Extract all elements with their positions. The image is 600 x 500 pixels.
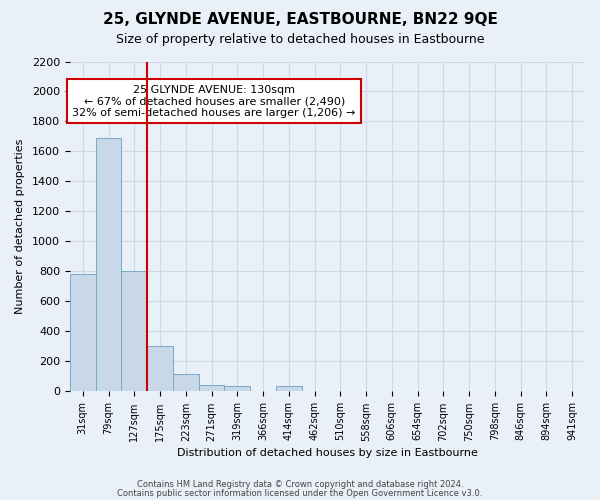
Bar [70,274,95,392]
Text: Contains HM Land Registry data © Crown copyright and database right 2024.: Contains HM Land Registry data © Crown c… [137,480,463,489]
Text: Size of property relative to detached houses in Eastbourne: Size of property relative to detached ho… [116,32,484,46]
Bar [224,386,250,392]
Text: Contains public sector information licensed under the Open Government Licence v3: Contains public sector information licen… [118,489,482,498]
Y-axis label: Number of detached properties: Number of detached properties [15,139,25,314]
Bar [173,374,199,392]
X-axis label: Distribution of detached houses by size in Eastbourne: Distribution of detached houses by size … [177,448,478,458]
Bar [121,272,147,392]
Bar [276,386,302,392]
Bar [95,138,121,392]
Bar [147,346,173,392]
Bar [199,386,224,392]
Text: 25, GLYNDE AVENUE, EASTBOURNE, BN22 9QE: 25, GLYNDE AVENUE, EASTBOURNE, BN22 9QE [103,12,497,28]
Text: 25 GLYNDE AVENUE: 130sqm
← 67% of detached houses are smaller (2,490)
32% of sem: 25 GLYNDE AVENUE: 130sqm ← 67% of detach… [73,84,356,118]
